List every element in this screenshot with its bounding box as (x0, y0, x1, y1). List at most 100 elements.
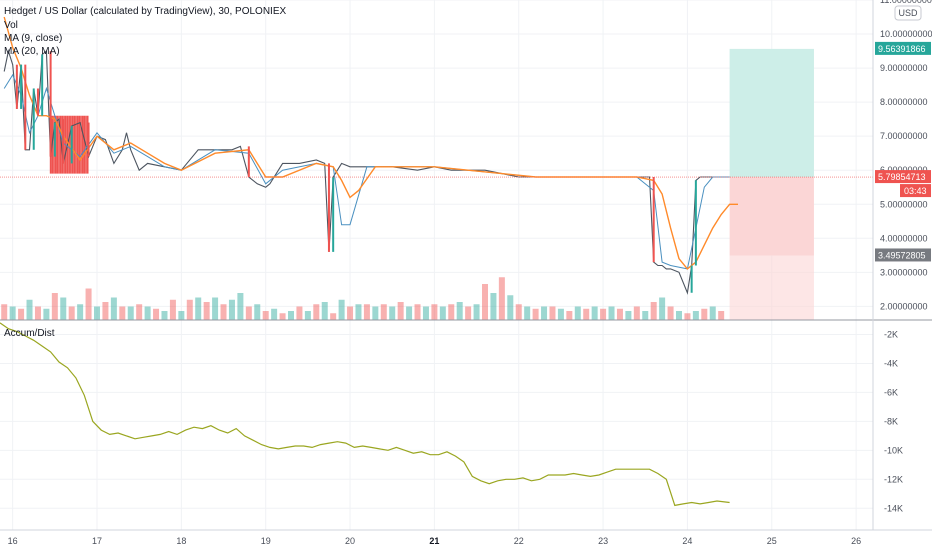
time-tick-label: 16 (8, 536, 18, 546)
volume-bar (237, 293, 244, 320)
time-tick-label: 23 (598, 536, 608, 546)
volume-bar (482, 284, 488, 320)
price-tick-label: 9.00000000 (880, 63, 928, 73)
price-tick-label: 7.00000000 (880, 131, 928, 141)
volume-bar (178, 311, 185, 320)
price-tick-label: 2.00000000 (880, 301, 928, 311)
volume-bar (574, 306, 581, 320)
time-axis[interactable]: 16 17 18 19 20 21 22 23 24 25 26 (8, 536, 861, 546)
volume-bar (515, 304, 522, 320)
ad-line[interactable] (0, 322, 730, 507)
volume-bar (524, 306, 531, 320)
volume-bar (439, 306, 446, 320)
volume-bar (110, 297, 117, 320)
volume-bar (380, 304, 387, 320)
volume-bar (422, 306, 429, 320)
volume-bar (9, 306, 16, 320)
volume-bar (507, 295, 514, 320)
target-badge-text: 9.56391866 (878, 44, 926, 54)
volume-bar (625, 311, 632, 320)
price-tick-label: 10.00000000 (880, 29, 932, 39)
volume-bar (667, 306, 674, 320)
volume-bar (85, 288, 92, 320)
loss-zone-lower (729, 255, 814, 320)
volume-bar (431, 304, 438, 320)
volume-bar (77, 304, 84, 320)
loss-zone[interactable] (729, 177, 814, 256)
volume-bar (43, 308, 50, 320)
currency-button[interactable]: USD (894, 5, 922, 21)
volume-bar (245, 306, 252, 320)
volume-bar (296, 306, 303, 320)
price-series[interactable] (3, 16, 738, 295)
volume-bar (18, 308, 25, 320)
volume-bar (279, 313, 286, 320)
ma20-line[interactable] (3, 16, 738, 270)
ad-axis[interactable]: -2K -4K -6K -8K -10K -12K -14K (884, 329, 903, 513)
volume-bar (321, 302, 328, 320)
target-badge (875, 41, 931, 55)
volume-bar (659, 297, 666, 320)
ad-tick-label: -6K (884, 387, 898, 397)
volume-bar (448, 304, 455, 320)
volume-bar (136, 304, 143, 320)
volume-bar (532, 308, 539, 320)
volume-bar (51, 293, 58, 320)
volume-bar (473, 304, 480, 320)
stop-badge (875, 248, 931, 262)
stop-badge-text: 3.49572805 (878, 250, 926, 260)
indicator-ma9[interactable]: MA (9, close) (4, 33, 62, 44)
price-tick-label: 11.00000000 (880, 0, 932, 5)
indicator-vol[interactable]: Vol (4, 20, 18, 31)
volume-bar (718, 311, 725, 320)
ad-grid (0, 333, 873, 509)
volume-bar (600, 308, 607, 320)
countdown-text: 03:43 (904, 186, 927, 196)
volume-bar (161, 311, 168, 320)
volume-bar (490, 293, 497, 320)
volume-bar (186, 299, 193, 320)
profit-zone[interactable] (729, 48, 814, 178)
lower-pane-title[interactable]: Accum/Dist (4, 328, 55, 339)
volume-bar (271, 308, 278, 320)
volume-bars (1, 277, 725, 320)
position-zones[interactable] (729, 48, 814, 320)
volume-bar (127, 306, 134, 320)
volume-bar (254, 304, 261, 320)
volume-bar (456, 302, 463, 320)
price-tick-label: 8.00000000 (880, 97, 928, 107)
volume-bar (347, 306, 354, 320)
volume-bar (397, 302, 404, 320)
volume-bar (676, 311, 682, 320)
price-line[interactable] (3, 48, 730, 295)
volume-bar (557, 308, 564, 320)
time-tick-label: 25 (767, 536, 777, 546)
price-badges: 9.56391866 5.79854713 03:43 3.49572805 (875, 41, 931, 262)
volume-bar (195, 297, 202, 320)
volume-bar (692, 311, 699, 320)
volume-bar (616, 308, 623, 320)
volume-bar (313, 304, 320, 320)
volume-bar (34, 306, 41, 320)
countdown-badge (900, 184, 931, 198)
volume-bar (498, 277, 505, 320)
volume-bar (642, 311, 649, 320)
volume-bar (220, 304, 227, 320)
volume-bar (389, 306, 396, 320)
time-tick-label: 19 (261, 536, 271, 546)
volume-bar (338, 299, 345, 320)
volume-bar (709, 306, 716, 320)
volume-bar (68, 306, 75, 320)
volume-bar (144, 306, 151, 320)
ad-tick-label: -14K (884, 503, 903, 513)
volume-bar (701, 308, 708, 320)
volume-bar (203, 302, 210, 320)
chart-title[interactable]: Hedget / US Dollar (calculated by Tradin… (4, 6, 286, 17)
ma9-line[interactable] (3, 73, 730, 270)
ad-series[interactable] (0, 322, 730, 507)
indicator-ma20[interactable]: MA (20, MA) (4, 46, 60, 57)
volume-bar (684, 313, 691, 320)
price-tick-label: 3.00000000 (880, 267, 928, 277)
volume-bar (406, 306, 413, 320)
